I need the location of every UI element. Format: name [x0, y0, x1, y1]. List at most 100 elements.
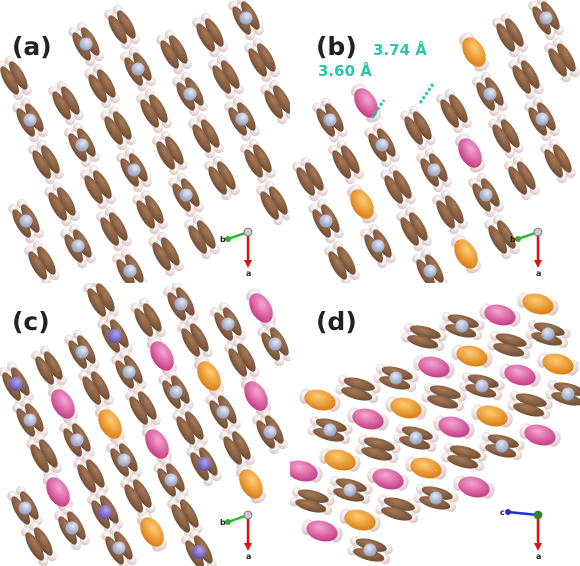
- molecule-layer: bababaca: [0, 0, 580, 566]
- axis-label: b: [510, 235, 516, 244]
- molecule: [414, 146, 454, 195]
- molecule: [306, 414, 354, 446]
- axis-triad: ba: [220, 228, 252, 278]
- molecule: [222, 336, 262, 385]
- molecule: [455, 29, 493, 75]
- molecule-tip: [427, 281, 441, 295]
- molecule: [175, 316, 215, 365]
- molecule: [394, 205, 434, 254]
- molecule: [46, 79, 86, 128]
- molecule: [154, 28, 194, 77]
- molecule: [347, 80, 385, 126]
- molecule: [346, 534, 394, 566]
- molecule: [538, 137, 578, 186]
- panel-label: (c): [12, 307, 50, 336]
- molecule: [123, 384, 163, 433]
- panel-label: (a): [12, 32, 52, 61]
- axis-arrowhead: [534, 543, 542, 551]
- molecule: [250, 408, 290, 457]
- axis-label: b: [220, 235, 226, 244]
- axis-arrowhead: [225, 519, 231, 525]
- molecule: [78, 163, 118, 212]
- molecule: [128, 296, 168, 345]
- molecule: [217, 424, 257, 473]
- molecule: [526, 0, 566, 42]
- molecule: [24, 432, 64, 481]
- molecule: [184, 440, 224, 489]
- axis-label: c: [500, 508, 505, 517]
- molecule: [258, 78, 298, 127]
- molecule-tip: [127, 281, 141, 295]
- molecule: [430, 188, 470, 237]
- molecule: [66, 20, 106, 69]
- axis-arrow: [508, 512, 538, 515]
- molecule: [343, 181, 381, 227]
- panel-label: (d): [316, 307, 357, 336]
- molecule: [29, 344, 69, 393]
- molecule: [451, 130, 489, 176]
- molecule: [130, 188, 170, 237]
- axis-label: b: [220, 518, 226, 527]
- molecule: [502, 154, 542, 203]
- molecule: [0, 360, 36, 409]
- molecule: [42, 180, 82, 229]
- molecule: [398, 104, 438, 153]
- axis-label: a: [536, 269, 541, 278]
- molecule: [306, 197, 346, 246]
- molecule: [62, 121, 102, 170]
- molecule: [447, 231, 485, 277]
- molecule: [6, 197, 46, 246]
- axis-triad: ca: [500, 508, 542, 561]
- axis-arrowhead: [534, 260, 542, 268]
- molecule: [410, 247, 450, 296]
- molecule: [102, 3, 142, 52]
- molecule: [186, 112, 226, 161]
- molecule: [486, 112, 526, 161]
- molecule: [146, 230, 186, 279]
- molecule: [490, 11, 530, 60]
- molecule: [326, 138, 366, 187]
- molecule: [362, 121, 402, 170]
- molecule: [94, 205, 134, 254]
- distance-label: 3.74 Å: [373, 40, 427, 59]
- molecule: [466, 171, 506, 220]
- molecule: [52, 504, 92, 553]
- molecule: [26, 138, 66, 187]
- molecule: [434, 87, 474, 136]
- molecule: [542, 36, 580, 85]
- molecule: [515, 289, 561, 319]
- molecule: [310, 96, 350, 145]
- axis-arrowhead: [225, 236, 231, 242]
- molecule: [114, 146, 154, 195]
- molecule: [170, 70, 210, 119]
- molecule: [358, 222, 398, 271]
- axis-arrowhead: [505, 509, 511, 515]
- distance-line: [420, 84, 433, 103]
- axis-origin: [244, 511, 252, 519]
- molecule: [202, 154, 242, 203]
- molecule: [98, 104, 138, 153]
- molecule: [226, 0, 266, 42]
- molecule: [82, 62, 122, 111]
- axis-arrowhead: [244, 260, 252, 268]
- molecule: [182, 213, 222, 262]
- molecule: [76, 364, 116, 413]
- axis-label: a: [536, 552, 541, 561]
- molecule: [322, 239, 362, 288]
- molecule: [254, 179, 294, 228]
- molecule: [279, 456, 325, 486]
- molecule: [10, 96, 50, 145]
- axis-origin: [534, 511, 542, 519]
- molecule: [506, 53, 546, 102]
- axis-label: a: [246, 269, 251, 278]
- molecule: [118, 45, 158, 94]
- molecule: [150, 129, 190, 178]
- axis-origin: [534, 228, 542, 236]
- panel-label: (b): [316, 32, 357, 61]
- molecule: [522, 95, 562, 144]
- molecule: [238, 137, 278, 186]
- molecule: [110, 247, 150, 296]
- axis-label: a: [246, 552, 251, 561]
- molecule: [242, 36, 282, 85]
- axis-origin: [244, 228, 252, 236]
